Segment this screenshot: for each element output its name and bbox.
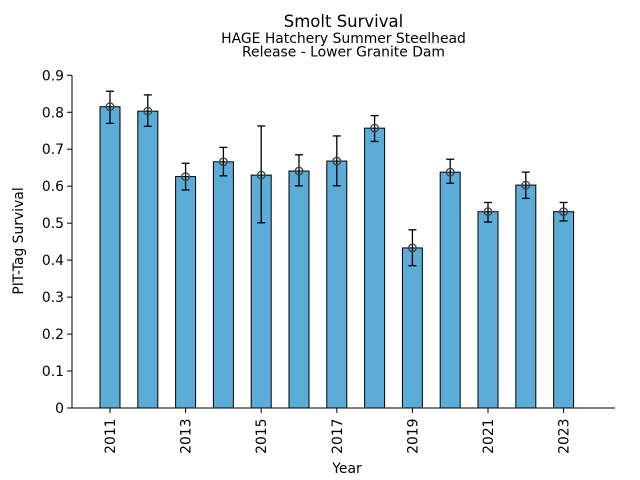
y-tick-label: 0.1 [42, 364, 64, 380]
y-tick-label: 0.3 [42, 290, 64, 306]
bar [326, 160, 348, 409]
point-marker [407, 243, 417, 253]
point-marker [218, 157, 228, 167]
bar [99, 106, 121, 409]
bar [477, 211, 499, 409]
point-marker [181, 172, 191, 182]
x-tick-label: 2011 [103, 419, 119, 454]
chart-subtitle-line1: HAGE Hatchery Summer Steelhead [221, 31, 466, 47]
x-axis-label: Year [331, 461, 362, 477]
chart-title: Smolt Survival [284, 12, 403, 31]
y-tick-label: 0 [55, 401, 64, 417]
point-marker [445, 167, 455, 177]
bar [401, 247, 423, 409]
y-tick-label: 0.6 [42, 179, 64, 195]
y-tick-label: 0.8 [42, 105, 64, 121]
y-axis-label: PIT-Tag Survival [11, 187, 27, 294]
point-marker [521, 180, 531, 190]
point-marker [105, 102, 115, 112]
bar [553, 211, 575, 409]
bar [364, 127, 386, 409]
x-tick-label: 2017 [330, 419, 346, 454]
bar [175, 176, 197, 409]
y-tick-label: 0.9 [42, 68, 64, 84]
bar [439, 171, 461, 409]
y-tick-label: 0.7 [42, 142, 64, 158]
point-marker [483, 207, 493, 217]
plot-area: 0 0.1 0.2 0.3 0.4 0.5 0.6 0.7 0.8 0.9 2011 2013 2015… [42, 68, 615, 454]
point-marker [559, 207, 569, 217]
bar [288, 170, 310, 409]
bar [515, 184, 537, 409]
x-tick-label: 2023 [557, 419, 573, 454]
y-tick-label: 0.2 [42, 327, 64, 343]
point-marker [256, 170, 266, 180]
point-marker [294, 166, 304, 176]
y-tick-label: 0.4 [42, 253, 64, 269]
x-tick-label: 2021 [481, 419, 497, 454]
x-tick-label: 2019 [405, 419, 421, 454]
bar [212, 161, 234, 409]
point-marker [332, 156, 342, 166]
chart-subtitle-line2: Release - Lower Granite Dam [242, 45, 445, 61]
x-tick-label: 2015 [254, 419, 270, 454]
point-marker [143, 106, 153, 116]
y-tick-label: 0.5 [42, 216, 64, 232]
point-marker [370, 123, 380, 133]
bar [137, 110, 159, 409]
x-tick-label: 2013 [179, 419, 195, 454]
